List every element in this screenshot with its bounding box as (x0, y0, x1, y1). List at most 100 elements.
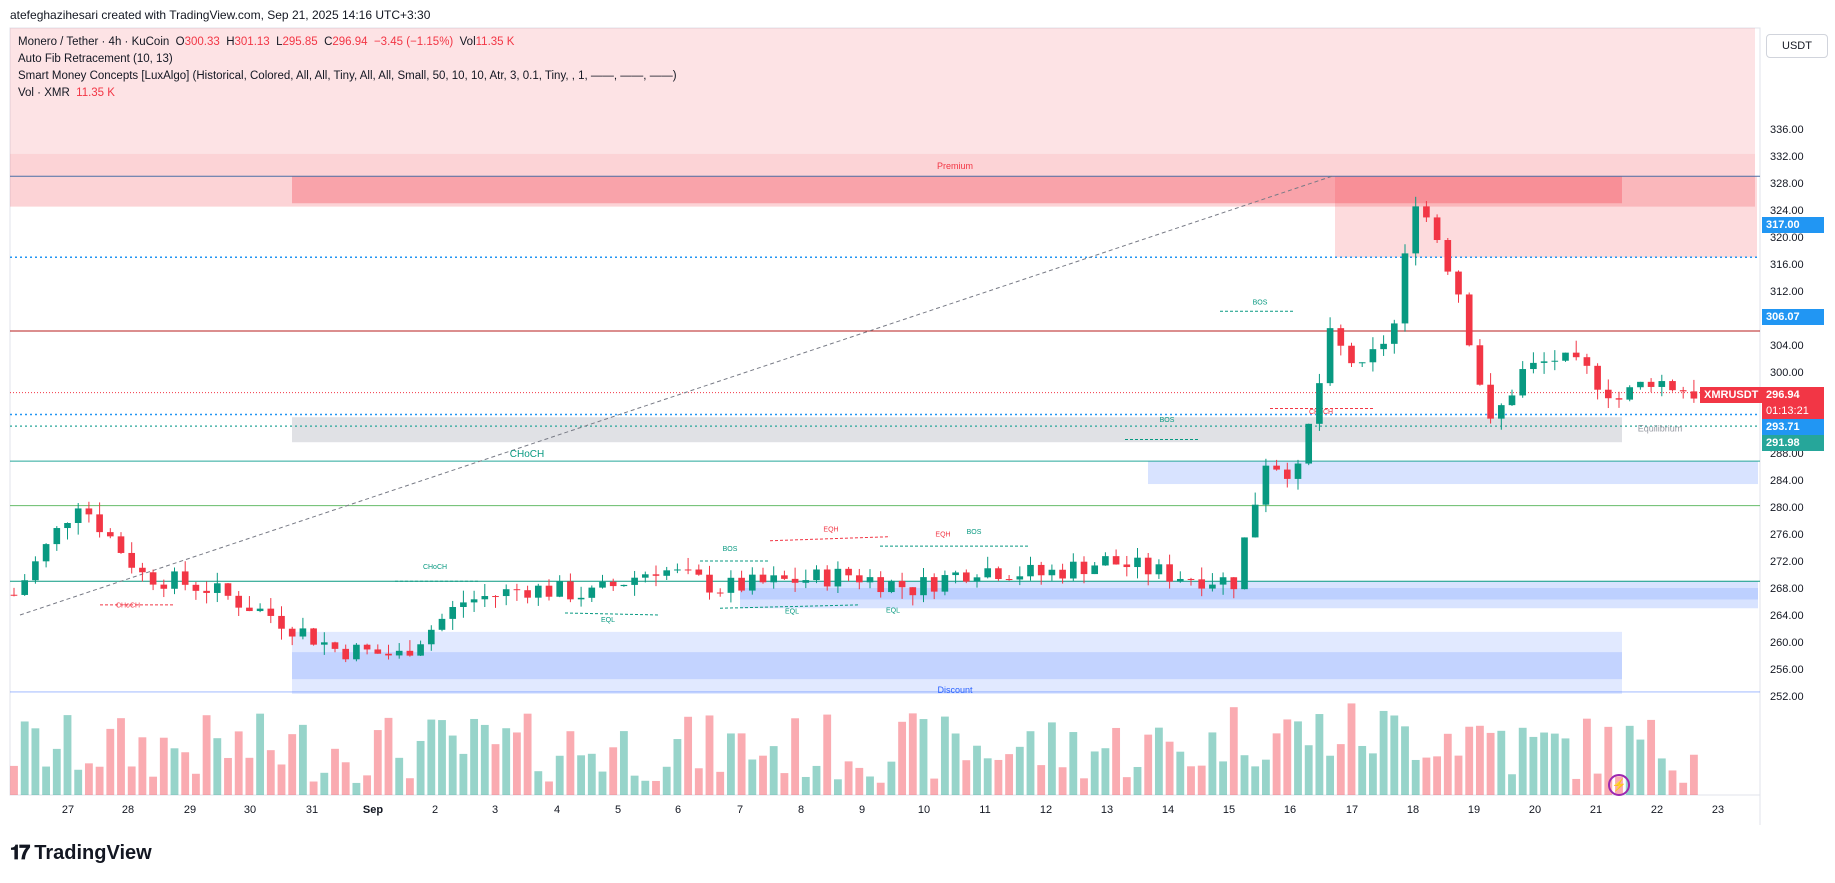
premium-zone-top (10, 28, 1755, 154)
volume-bar (1005, 754, 1014, 795)
x-tick-label: 14 (1162, 804, 1174, 816)
y-tick-label: 332.00 (1770, 151, 1804, 163)
candle-body (106, 532, 114, 537)
candle-body (417, 644, 424, 656)
smc-label: BOS (967, 529, 982, 536)
candle-body (1219, 577, 1227, 585)
flash-icon[interactable]: ⚡ (1608, 774, 1630, 796)
volume-bar (266, 750, 275, 795)
volume-bar (1422, 757, 1431, 795)
candle-body (952, 572, 959, 576)
x-tick-label: 6 (675, 804, 681, 816)
candle-body (1669, 381, 1676, 391)
volume-bar (352, 782, 361, 795)
volume-bar (1433, 756, 1442, 795)
candle-body (1305, 423, 1313, 464)
volume-bar (1689, 754, 1698, 795)
volume-bar (908, 713, 917, 795)
candle-body (1337, 328, 1345, 346)
volume-bar (1154, 727, 1163, 795)
candle-body (1594, 365, 1601, 390)
symbol-name[interactable]: Monero / Tether · 4h · KuCoin (18, 36, 170, 48)
candle-body (1176, 578, 1184, 582)
candle-body (556, 581, 564, 597)
indicator-fib[interactable]: Auto Fib Retracement (10, 13) (18, 53, 173, 65)
premium-label: Premium (937, 161, 973, 171)
currency-button[interactable]: USDT (1766, 34, 1828, 58)
tradingview-mark-icon: 𝟏𝟕 (10, 842, 30, 864)
candle-body (1102, 556, 1109, 566)
volume-value: 11.35 K (475, 36, 515, 48)
candle-body (492, 596, 499, 598)
y-tick-label: 260.00 (1770, 637, 1804, 649)
candle-body (427, 629, 435, 645)
volume-bar (416, 740, 425, 795)
x-tick-label: 23 (1712, 804, 1724, 816)
structure-line (719, 604, 861, 609)
candle-body (962, 572, 970, 582)
structure-line (564, 612, 661, 616)
price-label-291: 291.98 (1762, 435, 1824, 451)
candle-body (652, 574, 660, 576)
volume-bar (566, 731, 575, 795)
candle-body (513, 589, 521, 591)
candle-body (128, 552, 136, 568)
indicator-smc[interactable]: Smart Money Concepts [LuxAlgo] (Historic… (18, 70, 677, 82)
volume-bar (74, 769, 83, 795)
structure-line (769, 536, 891, 542)
x-tick-label: 31 (306, 804, 318, 816)
candle-body (331, 642, 339, 649)
chart-legend: Monero / Tether · 4h · KuCoin O300.33 H3… (18, 34, 677, 102)
volume-bar (1572, 778, 1581, 795)
candle-body (1690, 391, 1698, 399)
volume-bar (1197, 765, 1206, 795)
volume-bar (759, 755, 767, 795)
discount-label: Discount (937, 685, 973, 695)
volume-bar (1283, 719, 1292, 795)
candle-body (278, 615, 285, 629)
candle-body (1048, 569, 1056, 576)
volume-bar (1636, 739, 1645, 795)
candle-body (1562, 352, 1569, 361)
volume-bar (994, 759, 1003, 795)
price-label-293: 293.71 (1762, 419, 1824, 435)
candle-body (481, 596, 489, 600)
candle-body (363, 644, 371, 650)
candle-body (609, 581, 617, 587)
candle-body (374, 649, 382, 654)
volume-bar (887, 761, 896, 795)
candle-body (716, 592, 724, 594)
candle-body (706, 574, 713, 593)
volume-bar (363, 775, 372, 795)
volume-bar (1668, 770, 1677, 795)
volume-bar (170, 748, 179, 795)
x-tick-label: 17 (1346, 804, 1358, 816)
volume-bar (470, 718, 479, 795)
volume-bar (106, 728, 115, 795)
volume-bar (149, 776, 158, 795)
candle-body (1166, 564, 1173, 582)
y-tick-label: 328.00 (1770, 178, 1804, 190)
candle-body (738, 577, 745, 591)
volume-bar (1101, 748, 1110, 795)
candle-body (1583, 357, 1591, 366)
candle-body (21, 580, 29, 595)
order-block-bullish-3 (740, 588, 1758, 600)
volume-bar (10, 765, 18, 795)
volume-bar (684, 716, 693, 795)
open-label: O (175, 36, 185, 48)
candle-body (1455, 271, 1462, 295)
volume-bar (395, 757, 404, 795)
x-tick-label: 12 (1040, 804, 1052, 816)
smc-label: BOS (723, 546, 738, 553)
volume-bar (1037, 765, 1046, 795)
candle-body (1230, 577, 1238, 590)
indicator-volume[interactable]: Vol · XMR 11.35 K (18, 85, 677, 102)
volume-bar (181, 752, 190, 795)
discount-zone (292, 631, 1622, 694)
smc-label: EQH (823, 526, 838, 533)
premium-block (292, 176, 1622, 204)
volume-bar (256, 713, 265, 795)
candle-body (941, 575, 949, 592)
